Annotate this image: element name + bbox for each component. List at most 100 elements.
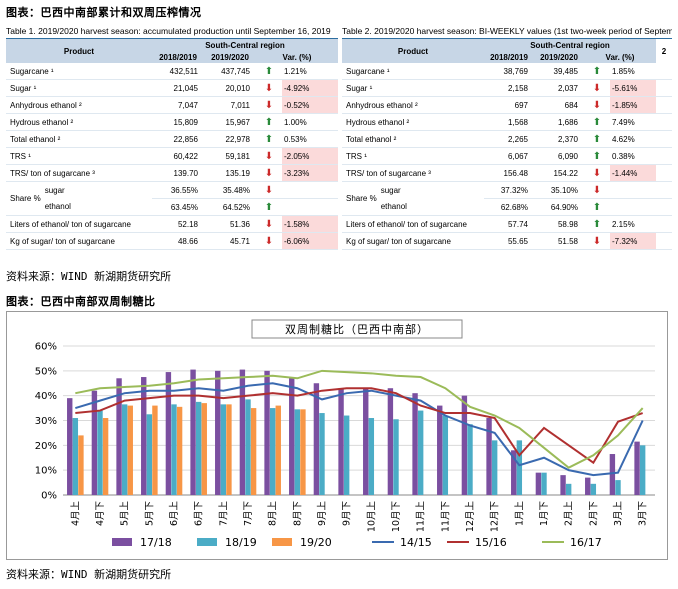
bar-17-18: [190, 369, 196, 495]
bar-18-19: [220, 404, 227, 495]
bar-17-18: [91, 390, 98, 495]
header-var: Var. (%): [584, 51, 656, 63]
bar-17-18: [165, 372, 172, 495]
bar-18-19: [639, 445, 646, 495]
y-tick-label: 60%: [35, 342, 57, 353]
variation: -1.85%: [610, 96, 656, 114]
bar-17-18: [141, 377, 147, 495]
value-curr: 45.71: [204, 232, 256, 250]
arrow-down-icon: ⬇: [592, 235, 602, 247]
value-prev: 432,511: [152, 63, 204, 80]
bar-19-20: [226, 404, 232, 495]
header-product: Product: [6, 39, 152, 63]
x-tick-label: 11月上: [416, 501, 427, 533]
product-name: Sugarcane ¹: [6, 63, 152, 80]
product-name: Anhydrous ethanol ²: [342, 96, 484, 114]
x-tick-label: 4月上: [70, 501, 81, 527]
product-name: TRS/ ton of sugarcane ³: [6, 164, 152, 182]
share-ethanol-prev: 63.45%: [152, 198, 204, 216]
table-row: Kg of sugar/ ton of sugarcane 48.66 45.71 ⬇…: [6, 232, 338, 250]
bar-17-18: [363, 388, 369, 495]
table-row: Sugarcane ¹ 38,769 39,485 ⬆ 1.85%: [342, 63, 672, 80]
bar-17-18: [338, 388, 344, 495]
product-name: Anhydrous ethanol ²: [6, 96, 152, 114]
value-curr: 59,181: [204, 147, 256, 165]
bar-19-20: [300, 409, 306, 495]
arrow-up-icon: ⬆: [264, 201, 274, 213]
share-sugar-curr: 35.48%: [204, 181, 256, 199]
value-curr: 437,745: [204, 63, 256, 80]
value-prev: 57.74: [484, 215, 534, 233]
header-year-1: 2018/2019: [484, 51, 534, 63]
x-tick-label: 12月上: [465, 501, 476, 533]
bar-18-19: [516, 440, 523, 495]
value-curr: 39,485: [534, 63, 584, 80]
value-prev: 15,809: [152, 113, 204, 131]
header-year-1: 2018/2019: [152, 51, 204, 63]
variation: 1.21%: [282, 63, 338, 80]
x-tick-label: 10月下: [391, 501, 402, 532]
table-row: Sugar ¹ 21,045 20,010 ⬇ -4.92%: [6, 79, 338, 97]
share-sugar-label: sugar: [44, 185, 65, 195]
value-prev: 6,067: [484, 147, 534, 165]
bar-19-20: [152, 405, 158, 495]
line-16-17: [75, 369, 644, 469]
table-row: Total ethanol ² 22,856 22,978 ⬆ 0.53%: [6, 130, 338, 148]
value-prev: 21,045: [152, 79, 204, 97]
arrow-down-icon: ⬇: [592, 99, 602, 111]
legend-label: 15/16: [475, 536, 507, 549]
product-name: Kg of sugar/ ton of sugarcane: [6, 232, 152, 250]
table-row: Total ethanol ² 2,265 2,370 ⬆ 4.62%: [342, 130, 672, 148]
x-tick-label: 12月下: [490, 501, 501, 532]
variation: -1.44%: [610, 164, 656, 182]
bar-18-19: [343, 415, 350, 495]
variation: -5.61%: [610, 79, 656, 97]
bar-18-19: [393, 419, 399, 495]
value-prev: 7,047: [152, 96, 204, 114]
header-product: Product: [342, 39, 484, 63]
arrow-down-icon: ⬇: [264, 150, 274, 162]
legend-label: 19/20: [300, 536, 332, 549]
header-year-2: 2019/2020: [534, 51, 584, 63]
arrow-down-icon: ⬇: [264, 99, 274, 111]
value-curr: 1,686: [534, 113, 584, 131]
table-2: Table 2. 2019/2020 harvest season: BI-WE…: [342, 24, 672, 264]
variation: -1.58%: [282, 215, 338, 233]
table-row: Share %sugar ethanol 36.55% 35.48% ⬇: [6, 181, 338, 216]
arrow-down-icon: ⬇: [264, 184, 274, 196]
legend-swatch: [197, 538, 217, 546]
product-name: Hydrous ethanol ²: [342, 113, 484, 131]
bar-18-19: [72, 418, 79, 495]
variation: 2.15%: [610, 215, 656, 233]
x-tick-label: 9月上: [317, 501, 328, 527]
bar-18-19: [195, 401, 202, 495]
table-row: 62.68% 64.90% ⬆: [342, 198, 672, 216]
bar-17-18: [461, 395, 468, 495]
source-note-1: 资料来源：WIND 新湖期货研究所: [6, 270, 172, 283]
bar-17-18: [264, 370, 270, 495]
arrow-down-icon: ⬇: [592, 82, 602, 94]
arrow-down-icon: ⬇: [264, 82, 274, 94]
bar-19-20: [275, 405, 281, 495]
table-title: Table 2. 2019/2020 harvest season: BI-WE…: [342, 24, 672, 39]
x-tick-label: 5月上: [120, 501, 131, 527]
x-tick-label: 6月上: [169, 501, 180, 527]
share-sugar-label: sugar: [380, 185, 401, 195]
arrow-up-icon: ⬆: [592, 65, 602, 77]
bar-18-19: [146, 414, 153, 495]
value-curr: 7,011: [204, 96, 256, 114]
product-name: TRS/ ton of sugarcane ³: [342, 164, 484, 182]
arrow-up-icon: ⬆: [592, 133, 602, 145]
x-tick-label: 1月上: [514, 501, 525, 527]
x-tick-label: 3月下: [638, 501, 649, 526]
bar-18-19: [97, 410, 103, 495]
header-var: Var. (%): [256, 51, 338, 63]
bar-17-18: [239, 369, 246, 495]
x-tick-label: 10月上: [366, 501, 377, 533]
value-prev: 48.66: [152, 232, 204, 250]
legend-label: 18/19: [225, 536, 257, 549]
arrow-up-icon: ⬆: [264, 133, 274, 145]
variation: -3.23%: [282, 164, 338, 182]
table-row: Kg of sugar/ ton of sugarcane 55.65 51.58 ⬇…: [342, 232, 672, 250]
value-prev: 2,265: [484, 130, 534, 148]
